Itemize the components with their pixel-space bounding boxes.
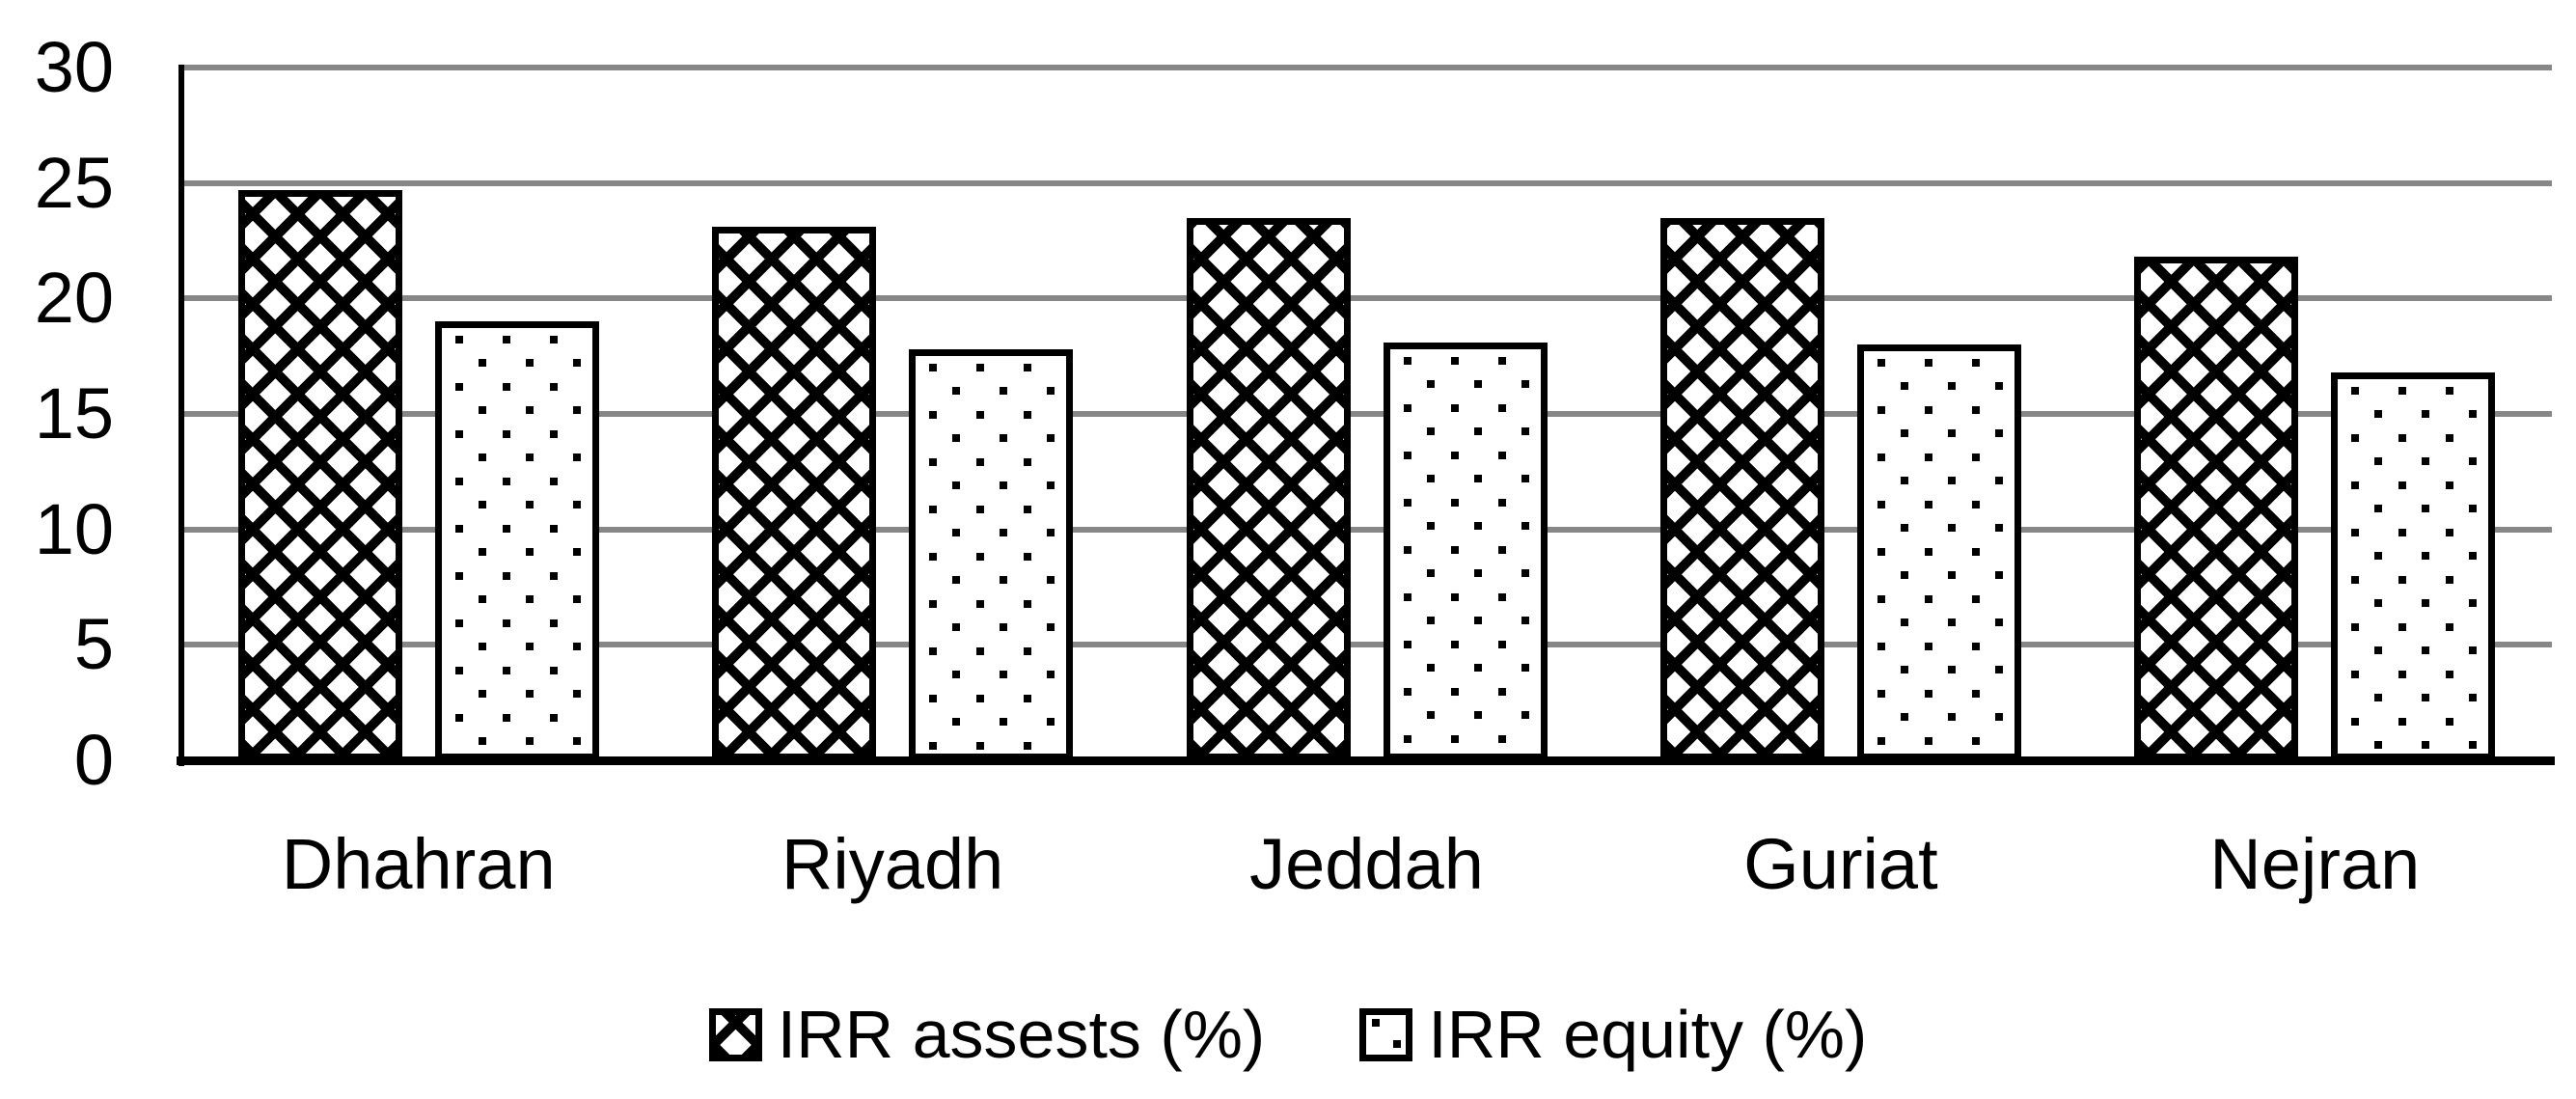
y-axis-label-15: 15	[34, 373, 114, 453]
y-axis-line	[178, 65, 184, 766]
bar-irr-assests-nejran	[2134, 257, 2299, 760]
x-axis-label-nejran: Nejran	[2209, 824, 2421, 904]
y-axis-label-0: 0	[73, 720, 114, 800]
y-axis-label-20: 20	[34, 258, 114, 339]
legend-label-irr-assests: IRR assests (%)	[777, 997, 1266, 1072]
x-axis-line	[177, 756, 2555, 765]
bar-irr-equity-riyadh	[909, 348, 1074, 760]
gridline-20	[181, 295, 2552, 302]
bar-irr-assests-dhahran	[237, 189, 402, 760]
x-axis-label-guriat: Guriat	[1743, 824, 1938, 904]
x-axis-label-jeddah: Jeddah	[1249, 824, 1484, 904]
y-axis-label-5: 5	[73, 604, 114, 685]
bar-irr-assests-guriat	[1659, 217, 1824, 760]
y-axis-label-25: 25	[34, 142, 114, 223]
legend-swatch-irr-equity	[1359, 1007, 1413, 1061]
legend: IRR assests (%) IRR equity (%)	[0, 986, 2576, 1083]
bar-irr-assests-riyadh	[712, 227, 877, 760]
bar-irr-equity-dhahran	[434, 321, 599, 760]
y-axis-label-30: 30	[34, 27, 114, 107]
legend-swatch-irr-assests	[708, 1007, 762, 1061]
gridline-10	[181, 526, 2552, 533]
bar-irr-equity-jeddah	[1383, 342, 1548, 760]
x-axis-label-riyadh: Riyadh	[781, 824, 1004, 904]
legend-label-irr-equity: IRR equity (%)	[1428, 997, 1868, 1072]
bar-irr-assests-jeddah	[1186, 217, 1351, 760]
y-axis-label-10: 10	[34, 488, 114, 569]
gridline-15	[181, 411, 2552, 417]
x-axis-label-dhahran: Dhahran	[281, 824, 556, 904]
gridline-30	[181, 65, 2552, 70]
legend-item-irr-equity: IRR equity (%)	[1359, 1001, 1867, 1068]
gridline-5	[181, 642, 2552, 648]
bar-irr-equity-guriat	[1856, 344, 2021, 760]
bar-irr-equity-nejran	[2331, 371, 2496, 760]
legend-item-irr-assests: IRR assests (%)	[708, 997, 1266, 1072]
gridline-25	[181, 179, 2552, 186]
